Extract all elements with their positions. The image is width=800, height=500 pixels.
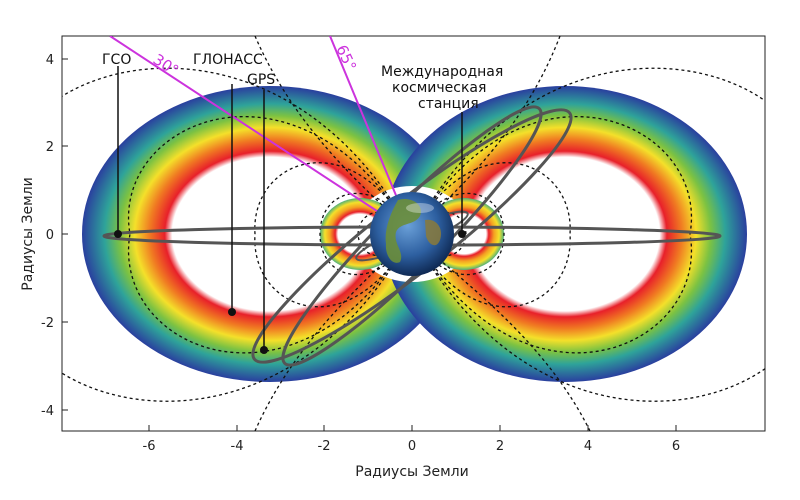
field-line-7 [319, 192, 413, 276]
x-tick-label: 6 [672, 439, 680, 454]
leader-lines [117, 66, 463, 350]
iss-marker [458, 230, 466, 238]
y-tick-label: -4 [41, 404, 54, 419]
label-gps: GPS [247, 72, 275, 88]
geo-marker [114, 230, 122, 238]
x-tick-label: -6 [143, 439, 156, 454]
label-geo: ГСО [102, 52, 131, 68]
y-axis-title: Радиусы Земли [20, 177, 36, 290]
y-tick-label: -2 [41, 316, 54, 331]
y-tick-label: 2 [46, 140, 54, 155]
outer-belt-left [82, 86, 458, 382]
field-line-8 [411, 192, 505, 276]
x-axis-title: Радиусы Земли [355, 464, 468, 480]
label-glonass: ГЛОНАСС [193, 52, 263, 68]
x-tick-label: 2 [496, 439, 504, 454]
label-iss-line1: Международная [381, 64, 503, 80]
y-tick-marks [62, 58, 68, 411]
field-line-2 [411, 67, 765, 402]
x-tick-marks [148, 425, 677, 431]
satellite-markers [114, 230, 466, 354]
x-tick-label: 0 [408, 439, 416, 454]
outer-belt-right [383, 86, 747, 382]
x-tick-label: 4 [584, 439, 592, 454]
gps-marker [260, 346, 268, 354]
y-tick-label: 0 [46, 228, 54, 243]
x-tick-label: -4 [231, 439, 244, 454]
x-tick-label: -2 [318, 439, 331, 454]
field-line-1 [62, 67, 413, 402]
y-tick-label: 4 [46, 53, 54, 68]
label-iss-line2: космическая [392, 80, 486, 96]
label-iss-line3: станция [418, 96, 479, 112]
field-line-3 [127, 116, 413, 354]
y-tick-labels: 4 2 0 -2 -4 [41, 53, 54, 419]
field-line-14 [411, 233, 591, 431]
earth-globe-icon [370, 192, 454, 276]
field-line-5 [254, 162, 413, 308]
x-tick-labels: -6 -4 -2 0 2 4 6 [143, 439, 681, 454]
glonass-marker [228, 308, 236, 316]
angle-line-30 [109, 36, 413, 235]
